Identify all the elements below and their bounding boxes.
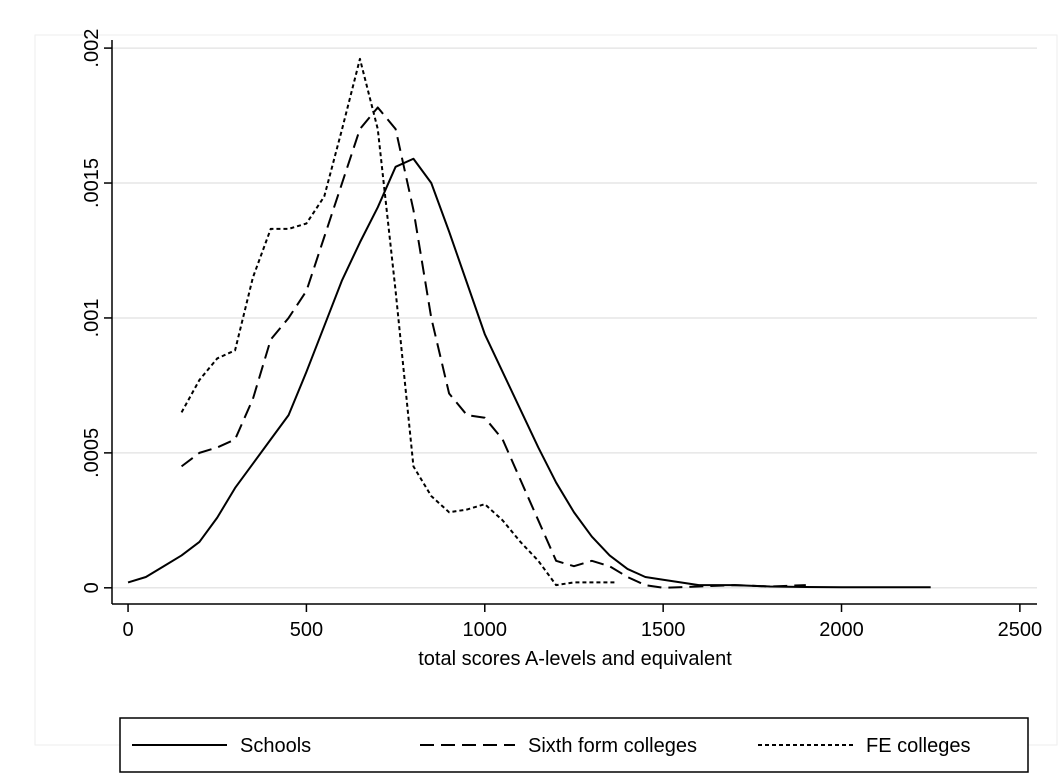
- y-tick-label: .0015: [81, 158, 103, 208]
- line-series: [180, 106, 806, 589]
- y-tick-label: .0005: [81, 428, 103, 478]
- x-tick-label: 2000: [819, 619, 864, 641]
- x-tick-label: 1000: [463, 619, 508, 641]
- y-tick-label: 0: [81, 582, 103, 593]
- legend-box: [119, 717, 1029, 773]
- line-series: [127, 157, 931, 589]
- x-tick-label: 2500: [998, 619, 1043, 641]
- y-tick-label: .002: [81, 29, 103, 68]
- y-tick-label: .001: [81, 298, 103, 337]
- legend-label: FE colleges: [866, 735, 971, 757]
- x-axis-label: total scores A-levels and equivalent: [418, 648, 732, 670]
- legend-label: Schools: [240, 735, 311, 757]
- x-tick-label: 500: [290, 619, 323, 641]
- x-tick-label: 0: [122, 619, 133, 641]
- legend-label: Sixth form colleges: [528, 735, 697, 757]
- x-tick-label: 1500: [641, 619, 686, 641]
